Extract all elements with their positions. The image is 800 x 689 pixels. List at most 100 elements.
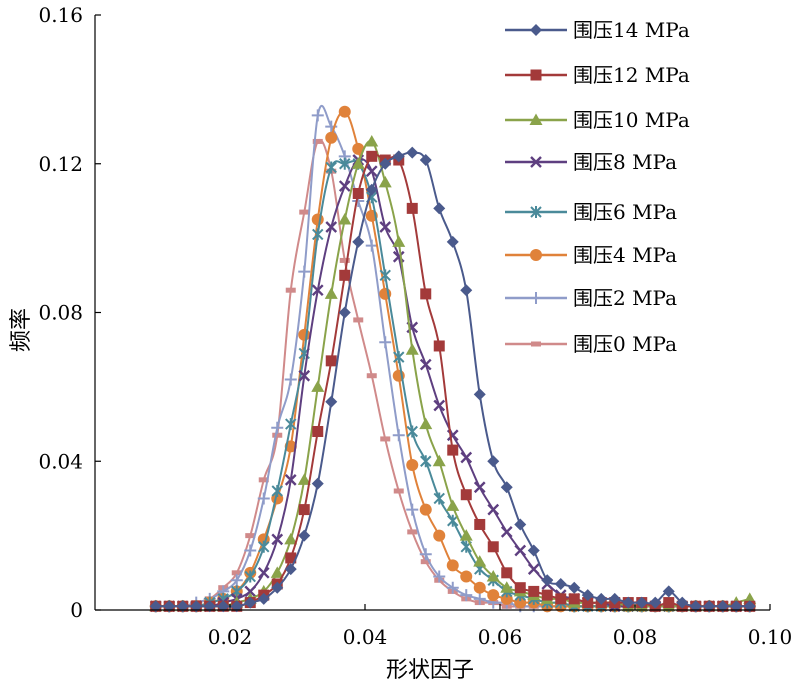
data-point [487, 541, 499, 553]
data-point [663, 597, 675, 609]
data-point [298, 265, 311, 278]
series-4 [150, 157, 756, 613]
legend-marker [530, 24, 542, 36]
data-point [514, 518, 527, 531]
data-point [285, 418, 297, 431]
data-point [662, 585, 675, 598]
data-point [582, 597, 594, 609]
data-point [433, 492, 445, 505]
data-point [703, 600, 716, 613]
data-point [244, 585, 257, 598]
y-ticks: 0 0.04 0.08 0.12 0.16 [38, 3, 101, 622]
data-point [312, 228, 324, 241]
y-tick-label: 0 [70, 598, 83, 622]
x-tick-label: 0.04 [343, 625, 388, 649]
data-point [271, 581, 284, 594]
legend-label: 围压6 MPa [573, 200, 677, 224]
data-point [460, 570, 473, 583]
legend-item: 围压2 MPa [505, 286, 677, 310]
legend-item: 围压12 MPa [505, 63, 690, 87]
data-point [271, 533, 284, 546]
legend-item: 围压0 MPa [505, 332, 677, 356]
data-point [743, 600, 756, 613]
data-point [245, 533, 256, 539]
data-point [419, 503, 432, 516]
data-point [406, 458, 419, 471]
x-tick-label: 0.02 [208, 625, 253, 649]
data-point [271, 421, 284, 434]
data-point [339, 157, 351, 170]
data-point [244, 570, 256, 583]
data-point [379, 221, 392, 233]
data-point [298, 504, 310, 516]
legend-label: 围压4 MPa [573, 243, 677, 267]
data-point [338, 180, 351, 192]
data-point [460, 451, 473, 464]
data-point [366, 373, 377, 379]
data-point [716, 600, 729, 613]
data-point [433, 202, 446, 215]
data-point [433, 399, 446, 412]
data-point [514, 596, 527, 609]
data-point [419, 154, 432, 167]
data-point [406, 425, 418, 438]
data-point [258, 540, 270, 553]
axes [94, 15, 770, 611]
data-point [473, 481, 486, 494]
data-point [365, 239, 378, 252]
legend-label: 围压12 MPa [573, 63, 690, 87]
data-point [339, 269, 351, 281]
data-point [622, 596, 635, 609]
data-point [325, 355, 337, 367]
data-point [203, 600, 216, 613]
data-point [500, 526, 513, 538]
data-point [392, 429, 405, 442]
data-point [676, 596, 689, 609]
data-point [352, 235, 365, 248]
data-point [230, 600, 243, 613]
data-point [459, 529, 473, 541]
data-point [311, 477, 324, 490]
series-0 [149, 146, 756, 613]
data-point [406, 146, 419, 159]
legend-label: 围压2 MPa [573, 286, 677, 310]
data-point [270, 566, 284, 578]
y-tick-label: 0.04 [38, 449, 83, 473]
data-point [500, 592, 513, 605]
x-ticks: 0.02 0.04 0.06 0.08 0.10 [208, 604, 792, 649]
legend-label: 围压8 MPa [573, 150, 677, 174]
x-tick-label: 0.08 [613, 625, 658, 649]
data-point [649, 596, 662, 609]
data-point [285, 287, 296, 293]
data-point [149, 600, 162, 613]
data-point [419, 417, 433, 430]
y-axis-title: 频率 [9, 308, 34, 352]
data-point [446, 499, 460, 511]
data-point [474, 518, 486, 530]
data-point [272, 432, 283, 438]
legend-item: 围压14 MPa [505, 18, 690, 42]
data-point [352, 142, 365, 155]
data-point [325, 395, 338, 408]
data-point [284, 563, 297, 576]
legend-marker [531, 341, 541, 347]
data-point [487, 589, 500, 602]
series-line [155, 153, 750, 608]
series-line [155, 160, 750, 608]
legend-item: 围压10 MPa [505, 108, 690, 132]
data-point [432, 454, 446, 467]
data-point [406, 202, 418, 214]
legend-label: 围压10 MPa [573, 108, 690, 132]
data-point [365, 183, 378, 196]
legend-marker [529, 113, 543, 125]
series-5 [149, 105, 756, 613]
legend-marker [530, 69, 542, 81]
data-point [258, 477, 269, 483]
y-tick-label: 0.08 [38, 301, 83, 325]
data-point [365, 134, 379, 147]
data-point [352, 188, 364, 199]
data-point [581, 589, 594, 602]
data-point [231, 570, 242, 576]
data-point [446, 559, 459, 572]
series-line [155, 104, 750, 608]
